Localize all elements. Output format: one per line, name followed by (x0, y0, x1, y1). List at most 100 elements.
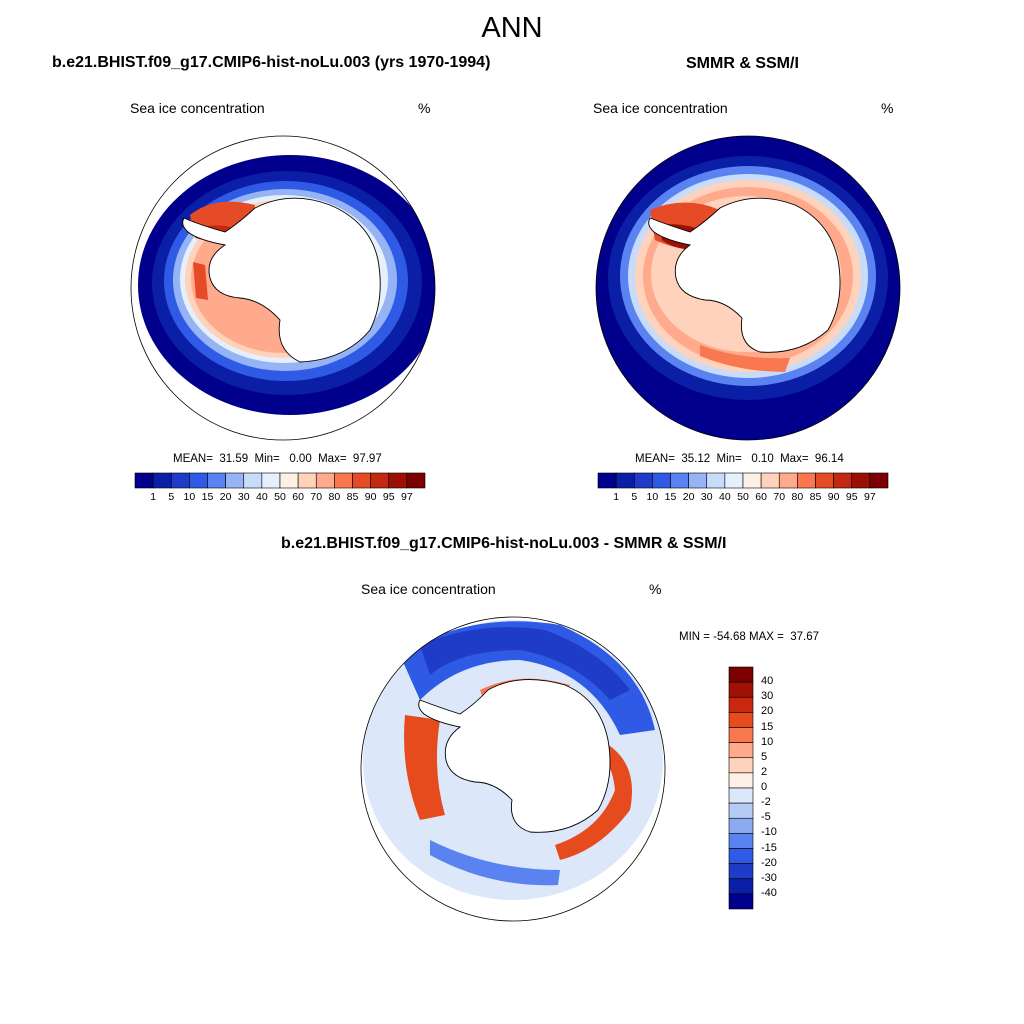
colorbar-model-tick-label: 90 (364, 491, 377, 503)
colorbar-model-tick-label: 5 (168, 491, 175, 503)
colorbar-model-swatch (352, 472, 371, 489)
colorbar-difference-tick-label: -5 (761, 811, 771, 824)
colorbar-model-tick-label: 85 (346, 491, 359, 503)
colorbar-observed-swatch (778, 472, 798, 489)
colorbar-difference-swatch (728, 802, 754, 819)
colorbar-observed-swatch (670, 472, 689, 489)
colorbar-difference-swatch (728, 696, 754, 713)
colorbar-model-swatch (243, 472, 263, 489)
colorbar-model-tick-label: 80 (328, 491, 341, 503)
colorbar-difference-swatch (728, 772, 754, 789)
colorbar-observed-tick-label: 30 (700, 491, 713, 503)
colorbar-observed-tick-label: 20 (682, 491, 695, 503)
colorbar-observed-swatch (815, 472, 834, 489)
antarctica-outline-c (418, 679, 611, 833)
colorbar-observed-swatch (633, 472, 653, 489)
main-title: ANN (481, 12, 543, 44)
colorbar-observed-tick-label: 15 (664, 491, 677, 503)
colorbar-observed-tick-label: 1 (613, 491, 620, 503)
colorbar-observed-tick-label: 97 (864, 491, 876, 503)
units-label-observed: % (881, 100, 894, 116)
stats-difference: MIN = -54.68 MAX = 37.67 (679, 631, 819, 643)
colorbar-difference-tick-label: 30 (761, 690, 774, 703)
panel-title-model: b.e21.BHIST.f09_g17.CMIP6-hist-noLu.003 … (52, 54, 491, 71)
antarctica-outline-a (182, 197, 381, 363)
colorbar-model-tick-label: 95 (382, 491, 395, 503)
colorbar-observed-tick-label: 80 (791, 491, 804, 503)
colorbar-difference-swatch (728, 893, 754, 910)
colorbar-difference-tick-label: 10 (761, 735, 774, 748)
colorbar-difference-tick-label: 15 (761, 720, 774, 733)
colorbar-observed-swatch (652, 472, 671, 489)
colorbar-difference-swatch (728, 817, 754, 834)
colorbar-difference-swatch (728, 848, 754, 864)
colorbar-observed-swatch (797, 472, 816, 489)
colorbar-difference-swatch (728, 727, 754, 743)
panel-title-observed: SMMR & SSM/I (686, 55, 799, 72)
colorbar-model-swatch (406, 472, 426, 489)
colorbar-difference-swatch (728, 863, 754, 880)
colorbar-difference-tick-label: 5 (761, 750, 768, 763)
colorbar-model-swatch (297, 472, 317, 489)
variable-label-model: Sea ice concentration (130, 100, 265, 116)
colorbar-observed-tick-label: 50 (737, 491, 749, 503)
colorbar-observed-swatch (851, 472, 871, 489)
colorbar-observed-tick-label: 95 (845, 491, 858, 503)
colorbar-observed-tick-label: 90 (827, 491, 840, 503)
map-boundary-c (360, 616, 666, 922)
colorbar-model (134, 472, 426, 489)
colorbar-difference-tick-label: 40 (761, 675, 774, 688)
colorbar-observed-swatch (597, 472, 617, 489)
colorbar-model-swatch (315, 472, 335, 489)
colorbar-model-tick-label: 40 (256, 491, 268, 503)
stats-model: MEAN= 31.59 Min= 0.00 Max= 97.97 (173, 453, 382, 465)
colorbar-observed-swatch (742, 472, 762, 489)
colorbar-model-tick-label: 1 (150, 491, 157, 503)
colorbar-observed-tick-label: 40 (719, 491, 731, 503)
colorbar-difference-tick-label: -30 (761, 871, 777, 884)
units-label-difference: % (649, 581, 662, 597)
colorbar-model-tick-label: 30 (237, 491, 250, 503)
colorbar-difference-swatch (728, 712, 754, 728)
panel-title-difference: b.e21.BHIST.f09_g17.CMIP6-hist-noLu.003 … (281, 535, 727, 552)
colorbar-model-tick-label: 60 (292, 491, 304, 503)
colorbar-model-swatch (189, 472, 208, 489)
colorbar-difference-tick-label: 20 (761, 705, 774, 718)
colorbar-difference-swatch (728, 666, 754, 683)
colorbar-difference-tick-label: 0 (761, 781, 768, 793)
colorbar-observed-tick-label: 85 (809, 491, 822, 503)
map-boundary-a (130, 135, 436, 441)
colorbar-model-swatch (370, 472, 390, 489)
colorbar-difference-tick-label: 2 (761, 765, 768, 778)
colorbar-model-tick-label: 10 (183, 491, 196, 503)
colorbar-observed-swatch (615, 472, 635, 489)
colorbar-observed-swatch (706, 472, 726, 489)
colorbar-difference-swatch (728, 833, 754, 849)
map-difference-ice-concentration (361, 617, 665, 921)
colorbar-difference-tick-label: -2 (761, 796, 771, 809)
colorbar-model-swatch (170, 472, 190, 489)
colorbar-model-swatch (388, 472, 408, 489)
colorbar-observed-swatch (760, 472, 780, 489)
colorbar-observed-tick-label: 10 (646, 491, 659, 503)
colorbar-model-swatch (207, 472, 226, 489)
colorbar-difference-tick-label: -40 (761, 886, 777, 899)
variable-label-observed: Sea ice concentration (593, 100, 728, 116)
colorbar-observed-tick-label: 5 (631, 491, 638, 503)
colorbar-observed-tick-label: 70 (773, 491, 786, 503)
colorbar-observed-swatch (869, 472, 889, 489)
colorbar-observed-swatch (724, 472, 744, 489)
colorbar-model-tick-label: 70 (310, 491, 323, 503)
units-label-model: % (418, 100, 431, 116)
colorbar-model-tick-label: 50 (274, 491, 286, 503)
colorbar-difference-swatch (728, 878, 754, 895)
colorbar-difference-swatch (728, 681, 754, 698)
variable-label-difference: Sea ice concentration (361, 581, 496, 597)
colorbar-model-swatch (334, 472, 353, 489)
colorbar-difference-swatch (728, 757, 754, 774)
colorbar-model-swatch (225, 472, 245, 489)
colorbar-model-swatch (279, 472, 299, 489)
colorbar-observed-swatch (688, 472, 708, 489)
colorbar-difference-swatch (728, 742, 754, 759)
